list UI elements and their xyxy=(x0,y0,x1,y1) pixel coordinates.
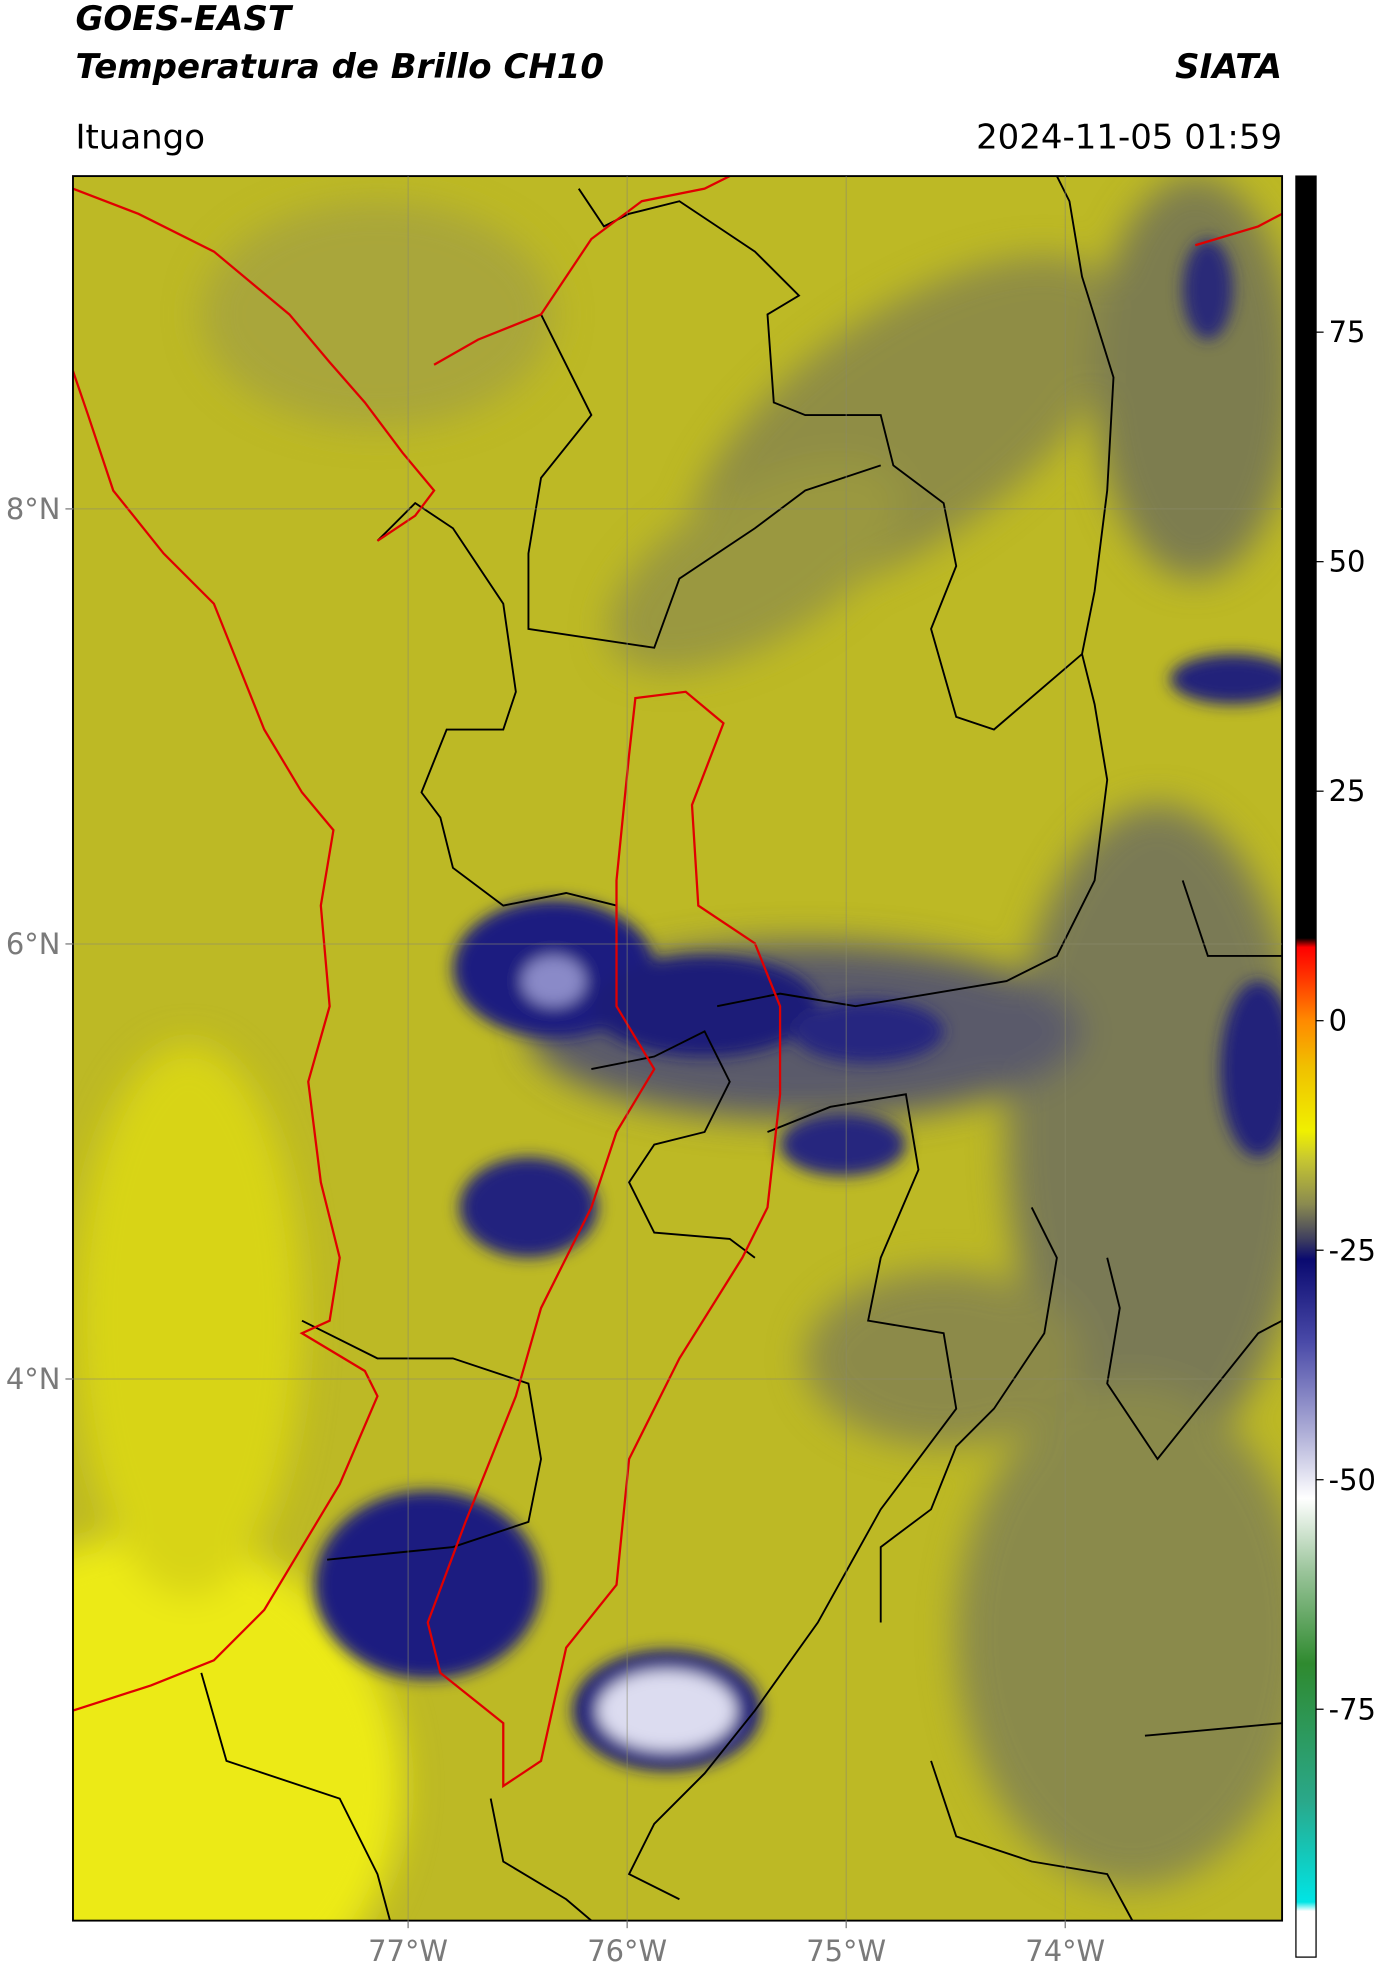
colorbar xyxy=(1295,175,1317,1958)
colorbar-tick-label: -25 xyxy=(1329,1233,1376,1267)
y-tick-label: 6°N xyxy=(6,927,61,961)
source: SIATA xyxy=(1175,47,1282,87)
colorbar-tick-label: 25 xyxy=(1329,774,1366,808)
y-tick-label: 8°N xyxy=(6,492,61,526)
map-field xyxy=(72,176,1283,1921)
field-shading xyxy=(72,176,1283,1921)
timestamp: 2024-11-05 01:59 xyxy=(976,117,1282,157)
cloud-cores xyxy=(314,238,1283,1771)
title-line1: GOES-EAST xyxy=(75,0,293,39)
colorbar-tick-label: 50 xyxy=(1329,545,1366,579)
y-tick-label: 4°N xyxy=(6,1362,61,1396)
map-frame xyxy=(72,175,1284,1922)
x-tick-label: 76°W xyxy=(587,1934,667,1968)
x-tick-label: 74°W xyxy=(1025,1934,1105,1968)
colorbar-tick-label: 75 xyxy=(1329,315,1366,349)
x-tick-label: 75°W xyxy=(806,1934,886,1968)
x-tick-label: 77°W xyxy=(368,1934,448,1968)
coast-and-region-borders xyxy=(72,176,1283,1789)
title-line2: Temperatura de Brillo CH10 xyxy=(75,47,604,87)
admin-borders xyxy=(200,176,1283,1921)
colorbar-tick-label: 0 xyxy=(1329,1004,1347,1038)
colorbar-tick-label: -50 xyxy=(1329,1463,1376,1497)
colorbar-tick-label: -75 xyxy=(1329,1692,1376,1726)
location: Ituango xyxy=(75,117,205,157)
